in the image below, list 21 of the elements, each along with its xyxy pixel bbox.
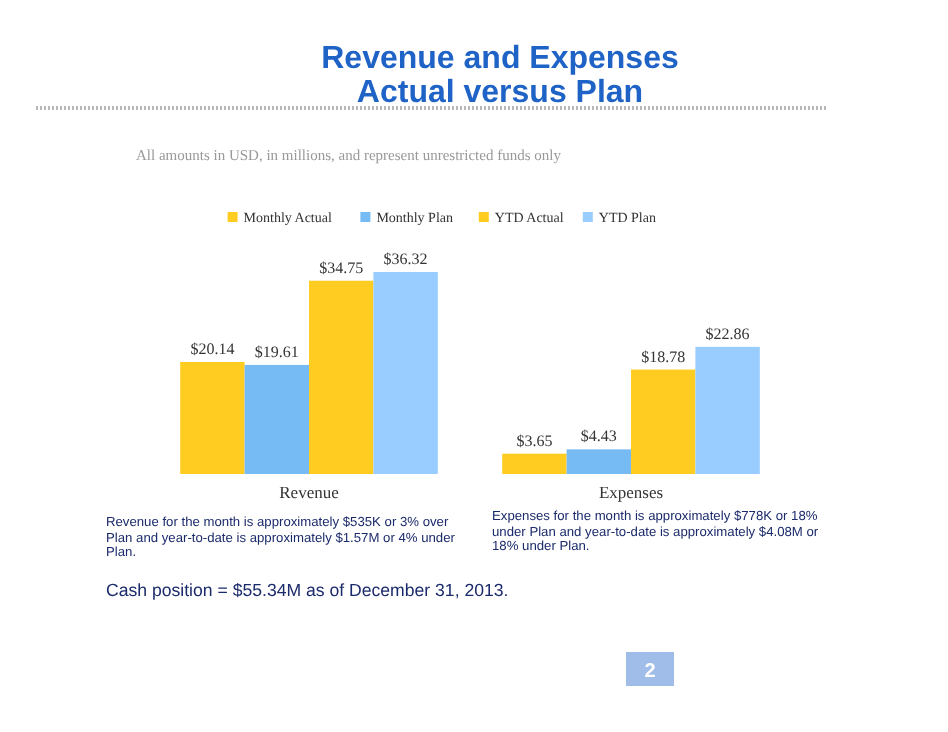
bar	[309, 280, 374, 474]
x-tick-label: Revenue	[279, 482, 340, 502]
data-label: $18.78	[641, 347, 686, 366]
data-label: $3.65	[516, 431, 553, 450]
bar	[566, 449, 631, 474]
data-label: $20.14	[190, 339, 235, 358]
data-label: $19.61	[254, 342, 299, 361]
chart-title: Revenue and Expenses Actual versus Plan	[321, 42, 679, 110]
data-label: $34.75	[319, 258, 364, 277]
text: 2	[644, 661, 657, 683]
bar	[244, 364, 309, 474]
data-label: $36.32	[383, 250, 428, 268]
bar	[373, 272, 438, 474]
bar	[695, 346, 760, 474]
bar	[180, 361, 245, 474]
data-label: $22.86	[705, 324, 750, 343]
data-label: $4.43	[580, 427, 617, 446]
text: Cash position = $55.34M as of December 31, 2013.	[106, 580, 511, 601]
x-tick-label: Expenses	[598, 482, 664, 502]
bar	[502, 453, 567, 474]
bar	[631, 369, 696, 474]
